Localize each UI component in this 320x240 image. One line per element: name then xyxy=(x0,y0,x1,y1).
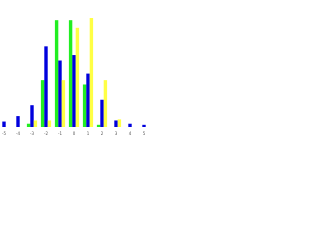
bar xyxy=(54,20,59,127)
bar xyxy=(72,55,76,128)
bar xyxy=(89,18,94,127)
x-tick-label: 2 xyxy=(101,131,104,136)
bar xyxy=(96,124,101,127)
bar xyxy=(47,120,52,127)
bar xyxy=(142,124,146,127)
x-tick-label: -5 xyxy=(2,131,6,136)
x-tick-label: 5 xyxy=(143,131,146,136)
bar xyxy=(33,120,38,127)
bar xyxy=(16,116,20,127)
bar xyxy=(26,123,31,127)
bar xyxy=(128,123,132,127)
x-tick-label: 0 xyxy=(73,131,76,136)
bar xyxy=(61,80,66,127)
bar xyxy=(44,46,48,128)
bar xyxy=(68,20,73,127)
x-tick-label: 4 xyxy=(129,131,132,136)
bar xyxy=(58,60,62,128)
bar xyxy=(2,121,6,127)
bar xyxy=(100,99,104,127)
bar xyxy=(30,105,34,127)
x-tick-label: -1 xyxy=(58,131,62,136)
bar xyxy=(82,84,87,127)
bar xyxy=(75,27,80,128)
bar xyxy=(103,80,108,127)
bar xyxy=(40,80,45,127)
chart: -5 -4 -3 -2 -1 0 1 2 3 4 5 xyxy=(2,18,146,136)
x-tick-label: -4 xyxy=(16,131,20,136)
bar xyxy=(86,73,90,127)
x-tick-label: -3 xyxy=(30,131,34,136)
bar xyxy=(114,120,118,127)
x-tick-label: 1 xyxy=(87,131,90,136)
x-tick-label: 3 xyxy=(115,131,118,136)
x-tick-label: -2 xyxy=(44,131,48,136)
bar xyxy=(117,119,122,127)
